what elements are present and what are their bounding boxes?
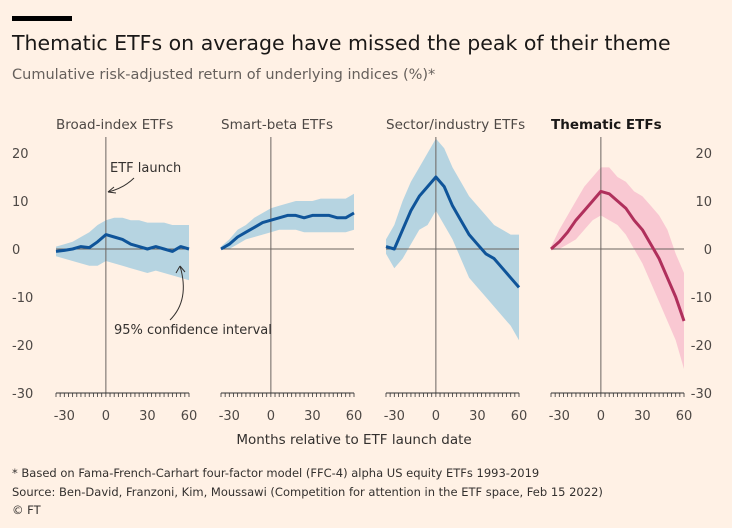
copyright: © FT [12,503,41,517]
x-tick-label: -30 [384,409,405,424]
x-tick-label: 30 [139,409,156,424]
panel-title: Smart-beta ETFs [221,117,333,133]
y-tick-label-left: -30 [12,387,33,402]
confidence-band [386,138,519,341]
annotation-confidence-interval: 95% confidence interval [114,323,272,338]
x-tick-label: 0 [102,409,110,424]
x-tick-label: 60 [346,409,363,424]
panel-smart-beta-etfs: Smart-beta ETFs -30 0 30 60 [219,117,363,424]
x-tick-label: 30 [469,409,486,424]
y-tick-label-left: -10 [12,291,33,306]
y-tick-label-right: -20 [691,339,712,354]
confidence-band [551,167,684,369]
source-note: Source: Ben-David, Franzoni, Kim, Moussa… [12,485,603,499]
panel-title: Thematic ETFs [551,117,662,133]
x-tick-label: 30 [634,409,651,424]
annotation-ci-arrow [169,265,184,321]
x-tick-label: 30 [304,409,321,424]
annotation-etf-launch: ETF launch [110,161,181,176]
confidence-band [221,193,354,250]
x-tick-label: 60 [511,409,528,424]
panel-sector-industry-etfs: Sector/industry ETFs -30 0 30 60 [384,117,528,424]
annotation-arrow [107,177,135,193]
x-tick-label: -30 [54,409,75,424]
x-tick-label: 0 [267,409,275,424]
panel-broad-index-etfs: Broad-index ETFs -30 0 30 60 [54,117,198,424]
chart-subtitle: Cumulative risk-adjusted return of under… [12,67,436,83]
panel-title: Sector/industry ETFs [386,117,525,133]
x-tick-label: 0 [432,409,440,424]
panel-title: Broad-index ETFs [56,117,173,133]
annotation-ci-arrowhead [175,265,186,274]
x-axis-title: Months relative to ETF launch date [236,432,471,448]
chart-title: Thematic ETFs on average have missed the… [12,31,671,55]
x-tick-label: -30 [549,409,570,424]
y-tick-label-right: -10 [691,291,712,306]
annotation-arrowhead [107,186,117,194]
y-tick-label-right: -30 [691,387,712,402]
y-tick-label-right: 0 [704,243,712,258]
y-tick-label-left: -20 [12,339,33,354]
x-tick-label: -30 [219,409,240,424]
y-tick-label-right: 20 [695,147,712,162]
y-tick-label-left: 10 [12,195,29,210]
footnote: * Based on Fama-French-Carhart four-fact… [12,466,540,480]
ft-top-bar [12,16,72,21]
y-tick-label-left: 0 [12,243,20,258]
panel-thematic-etfs: Thematic ETFs -30 0 30 60 [549,117,693,424]
y-tick-label-left: 20 [12,147,29,162]
y-tick-label-right: 10 [695,195,712,210]
x-tick-label: 0 [597,409,605,424]
x-tick-label: 60 [676,409,693,424]
x-tick-label: 60 [181,409,198,424]
